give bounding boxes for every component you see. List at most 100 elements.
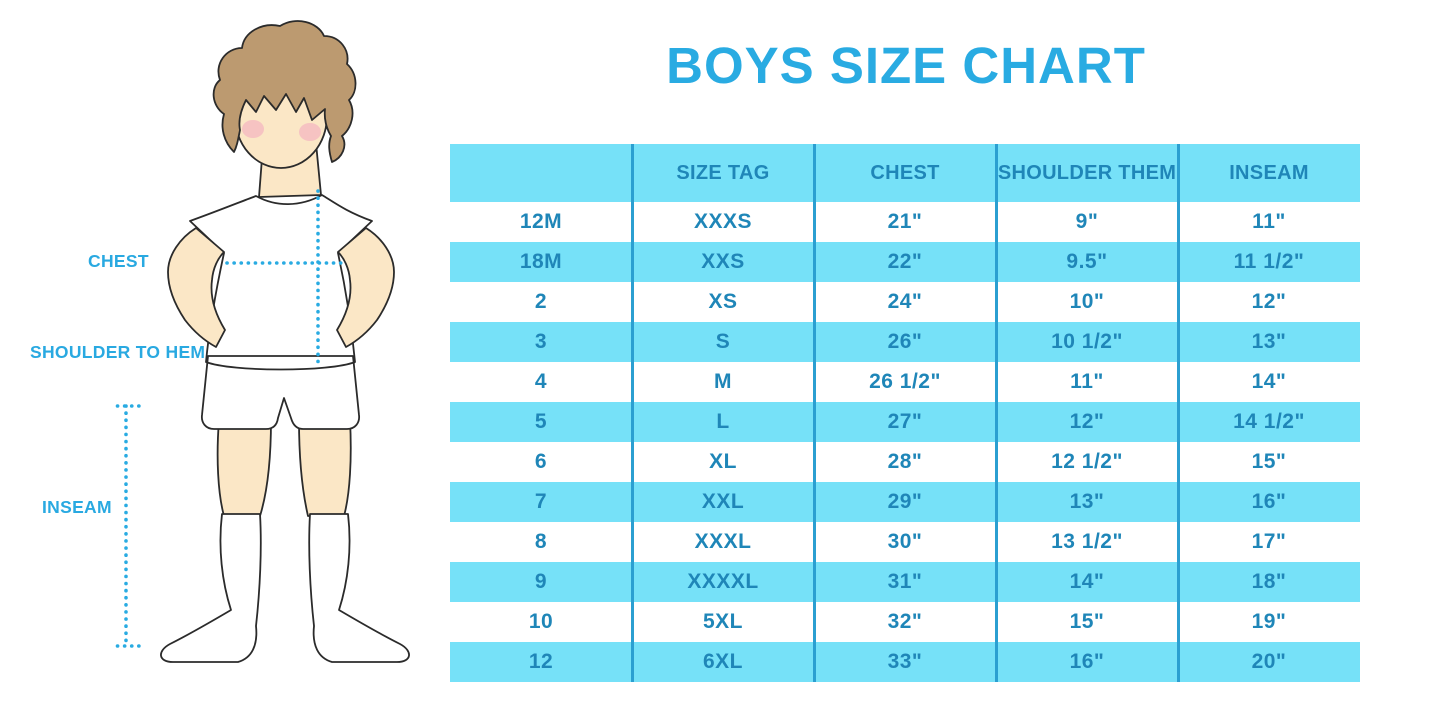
column-header: SIZE TAG xyxy=(676,161,770,184)
table-row: 12M XXXS 21" 9" 11" xyxy=(450,202,1360,242)
table-cell: 21" xyxy=(887,210,923,233)
table-cell: 10" xyxy=(1069,290,1105,313)
table-cell: 11 1/2" xyxy=(1233,250,1305,273)
table-row: 10 5XL 32" 15" 19" xyxy=(450,602,1360,642)
boy-leg-left xyxy=(216,419,272,517)
table-cell: 6 xyxy=(534,450,548,473)
table-cell: 10 1/2" xyxy=(1051,330,1123,353)
table-cell: 30" xyxy=(887,530,923,553)
table-cell: 7 xyxy=(534,490,548,513)
table-cell: 9 xyxy=(534,570,548,593)
table-cell: 14 1/2" xyxy=(1233,410,1305,433)
shoulder-to-hem-label: SHOULDER TO HEM xyxy=(30,342,206,362)
column-divider xyxy=(812,144,816,682)
table-cell: 16" xyxy=(1251,490,1287,513)
boy-hair xyxy=(212,20,357,163)
table-row: 9 XXXXL 31" 14" 18" xyxy=(450,562,1360,602)
table-cell: 22" xyxy=(887,250,923,273)
table-cell: 26" xyxy=(887,330,923,353)
inseam-label: INSEAM xyxy=(42,497,112,517)
table-cell: XXXXL xyxy=(687,570,759,593)
table-cell: 10 xyxy=(528,610,554,633)
table-cell: 33" xyxy=(887,650,923,673)
table-cell: 20" xyxy=(1251,650,1287,673)
table-cell: 5 xyxy=(534,410,548,433)
table-cell: XXL xyxy=(701,490,745,513)
table-cell: M xyxy=(714,370,732,393)
table-row: 18M XXS 22" 9.5" 11 1/2" xyxy=(450,242,1360,282)
boy-sock-left xyxy=(160,513,262,663)
boy-figure-illustration xyxy=(115,20,410,663)
table-row: 8 XXXL 30" 13 1/2" 17" xyxy=(450,522,1360,562)
table-row: 4 M 26 1/2" 11" 14" xyxy=(450,362,1360,402)
table-cell: 31" xyxy=(887,570,923,593)
table-cell: 6XL xyxy=(702,650,743,673)
boy-sock-right xyxy=(308,513,410,663)
table-cell: 28" xyxy=(887,450,923,473)
boy-cheek-right xyxy=(299,123,321,141)
table-cell: S xyxy=(715,330,731,353)
table-cell: 18M xyxy=(519,250,563,273)
table-cell: XXXL xyxy=(694,530,752,553)
table-cell: 14" xyxy=(1069,570,1105,593)
chest-label: CHEST xyxy=(88,251,149,271)
table-cell: 13 1/2" xyxy=(1051,530,1123,553)
table-cell: 3 xyxy=(534,330,548,353)
column-header: CHEST xyxy=(870,161,940,184)
table-cell: 29" xyxy=(887,490,923,513)
column-header: SHOULDER THEM xyxy=(997,161,1177,184)
table-row: 6 XL 28" 12 1/2" 15" xyxy=(450,442,1360,482)
table-cell: 4 xyxy=(534,370,548,393)
table-cell: XS xyxy=(708,290,738,313)
table-cell: 2 xyxy=(534,290,548,313)
table-row: 2 XS 24" 10" 12" xyxy=(450,282,1360,322)
table-cell: 9" xyxy=(1075,210,1099,233)
table-cell: XXXS xyxy=(693,210,753,233)
table-cell: 15" xyxy=(1251,450,1287,473)
table-cell: 15" xyxy=(1069,610,1105,633)
table-cell: L xyxy=(716,410,730,433)
table-cell: 16" xyxy=(1069,650,1105,673)
table-cell: XXS xyxy=(701,250,745,273)
table-row: 3 S 26" 10 1/2" 13" xyxy=(450,322,1360,362)
table-cell: XL xyxy=(709,450,737,473)
boy-cheek-left xyxy=(242,120,264,138)
boy-shorts xyxy=(201,355,360,430)
inseam-measure-line xyxy=(115,404,141,648)
column-divider xyxy=(1176,144,1180,682)
boy-leg-right xyxy=(298,419,352,517)
table-cell: 11" xyxy=(1070,370,1104,393)
table-cell: 13" xyxy=(1251,330,1287,353)
boy-arm-left xyxy=(167,227,226,348)
table-row: 12 6XL 33" 16" 20" xyxy=(450,642,1360,682)
table-row: 5 L 27" 12" 14 1/2" xyxy=(450,402,1360,442)
table-cell: 26 1/2" xyxy=(869,370,941,393)
size-table: SIZE TAG CHEST SHOULDER THEM INSEAM 12M XXXS 2… xyxy=(450,144,1360,682)
column-divider xyxy=(630,144,634,682)
table-cell: 12 1/2" xyxy=(1051,450,1123,473)
table-cell: 19" xyxy=(1251,610,1287,633)
table-row: 7 XXL 29" 13" 16" xyxy=(450,482,1360,522)
table-cell: 17" xyxy=(1251,530,1287,553)
table-cell: 14" xyxy=(1251,370,1287,393)
table-cell: 12 xyxy=(528,650,554,673)
page-title: BOYS SIZE CHART xyxy=(666,37,1146,94)
table-cell: 27" xyxy=(887,410,923,433)
table-cell: 11" xyxy=(1252,210,1286,233)
table-cell: 8 xyxy=(534,530,548,553)
boy-shirt-hem xyxy=(205,361,356,371)
table-cell: 5XL xyxy=(702,610,743,633)
boy-arm-right xyxy=(336,227,395,348)
table-cell: 13" xyxy=(1069,490,1105,513)
column-header: INSEAM xyxy=(1229,161,1309,184)
table-cell: 12" xyxy=(1251,290,1287,313)
table-row: SIZE TAG CHEST SHOULDER THEM INSEAM xyxy=(450,144,1360,202)
table-cell: 9.5" xyxy=(1066,250,1108,273)
table-cell: 24" xyxy=(887,290,923,313)
column-divider xyxy=(994,144,998,682)
table-cell: 32" xyxy=(887,610,923,633)
table-cell: 12" xyxy=(1069,410,1105,433)
table-cell: 12M xyxy=(519,210,563,233)
table-cell: 18" xyxy=(1251,570,1287,593)
